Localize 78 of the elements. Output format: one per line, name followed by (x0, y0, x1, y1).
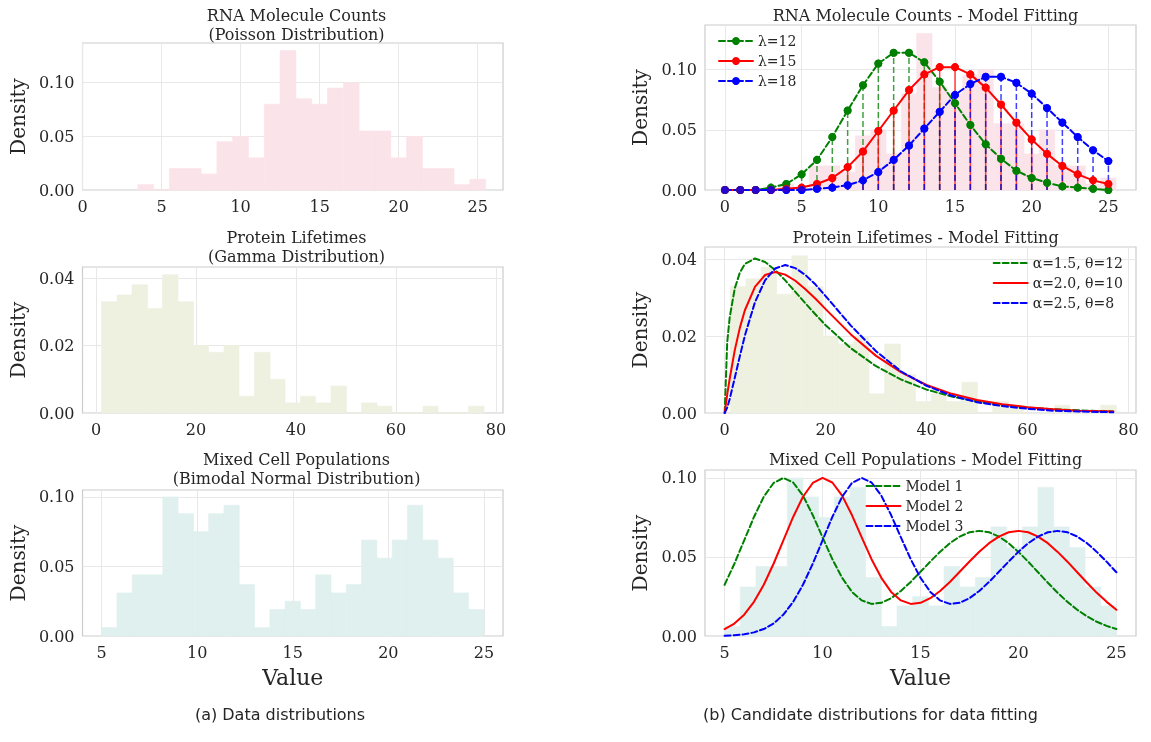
x-tick-label: 10 (812, 642, 833, 662)
x-tick-label: 20 (1008, 642, 1029, 662)
x-tick-label: 20 (185, 419, 207, 439)
x-tick-label: 80 (1118, 419, 1139, 439)
y-tick-label: 0.05 (661, 120, 697, 140)
x-tick-label: 60 (1017, 419, 1038, 439)
x-tick-label: 15 (910, 642, 931, 662)
x-tick-label: 15 (282, 642, 303, 662)
chart-subtitle: (Poisson Distribution) (208, 24, 385, 44)
x-tick-label: 0 (719, 419, 730, 439)
legend-label: Model 3 (905, 518, 964, 534)
chart-title: Protein Lifetimes - Model Fitting (792, 227, 1059, 247)
x-tick-label: 10 (868, 196, 889, 216)
legend-label: λ=18 (758, 73, 797, 89)
chart-title: RNA Molecule Counts - Model Fitting (772, 5, 1079, 25)
x-tick-label: 20 (815, 419, 836, 439)
y-axis-title: Density (6, 300, 30, 379)
x-tick-label: 60 (385, 419, 407, 439)
y-axis-title: Density (628, 290, 653, 369)
chart-title: Mixed Cell Populations - Model Fitting (768, 449, 1083, 469)
x-tick-label: 10 (230, 196, 251, 216)
chart-subtitle: (Gamma Distribution) (207, 246, 386, 266)
y-tick-label: 0.05 (38, 126, 75, 146)
x-tick-label: 5 (796, 196, 807, 216)
legend-label: Model 2 (905, 498, 964, 514)
y-axis-title: Density (6, 77, 30, 155)
legend-label: α=2.0, θ=10 (1032, 275, 1123, 291)
x-tick-label: 25 (1106, 642, 1127, 662)
x-tick-label: 40 (285, 419, 307, 439)
text: (b) Candidate distributions for data fitting (703, 704, 1038, 724)
x-axis-title: Value (888, 664, 952, 690)
x-tick-label: 25 (1098, 196, 1119, 216)
y-tick-label: 0.10 (38, 73, 75, 93)
x-tick-label: 25 (467, 196, 488, 216)
y-tick-label: 0.10 (661, 468, 697, 488)
y-tick-label: 0.10 (38, 487, 75, 507)
y-tick-label: 0.04 (661, 250, 697, 270)
y-tick-label: 0.00 (38, 626, 75, 646)
x-tick-label: 15 (309, 196, 330, 216)
y-axis-title: Density (628, 513, 653, 592)
x-tick-label: 80 (485, 419, 507, 439)
legend-label: α=2.5, θ=8 (1032, 295, 1115, 311)
y-axis-title: Density (6, 523, 30, 602)
legend-label: α=1.5, θ=12 (1032, 255, 1123, 271)
y-tick-label: 0.10 (661, 60, 697, 80)
x-axis-title: Value (261, 664, 324, 690)
legend-label: λ=15 (758, 53, 797, 69)
chart-title: RNA Molecule Counts (206, 5, 387, 25)
y-tick-label: 0.00 (661, 403, 697, 423)
y-tick-label: 0.00 (38, 180, 75, 200)
text: (a) Data distributions (194, 704, 366, 724)
x-tick-label: 5 (96, 642, 107, 662)
y-axis-title: Density (628, 68, 653, 146)
y-tick-label: 0.05 (38, 556, 75, 576)
x-tick-label: 20 (378, 642, 399, 662)
y-tick-label: 0.00 (661, 180, 697, 200)
y-tick-label: 0.04 (38, 268, 75, 288)
y-tick-label: 0.05 (661, 547, 697, 567)
y-tick-label: 0.00 (38, 403, 75, 423)
y-tick-label: 0.00 (661, 626, 697, 646)
chart-title: Mixed Cell Populations (203, 449, 390, 469)
chart-title: Protein Lifetimes (226, 227, 367, 247)
x-tick-label: 5 (156, 196, 167, 216)
x-tick-label: 20 (388, 196, 409, 216)
x-tick-label: 0 (719, 196, 731, 216)
x-tick-label: 20 (1021, 196, 1042, 216)
y-tick-label: 0.02 (661, 326, 697, 346)
legend-label: λ=12 (758, 33, 797, 49)
x-tick-label: 15 (944, 196, 966, 216)
x-tick-label: 5 (719, 642, 730, 662)
x-tick-label: 40 (916, 419, 937, 439)
x-tick-label: 25 (473, 642, 495, 662)
x-tick-label: 0 (77, 196, 88, 216)
y-tick-label: 0.02 (38, 336, 75, 356)
legend-label: Model 1 (905, 478, 964, 494)
x-tick-label: 0 (90, 419, 102, 439)
chart-subtitle: (Bimodal Normal Distribution) (172, 468, 421, 488)
x-tick-label: 10 (187, 642, 208, 662)
